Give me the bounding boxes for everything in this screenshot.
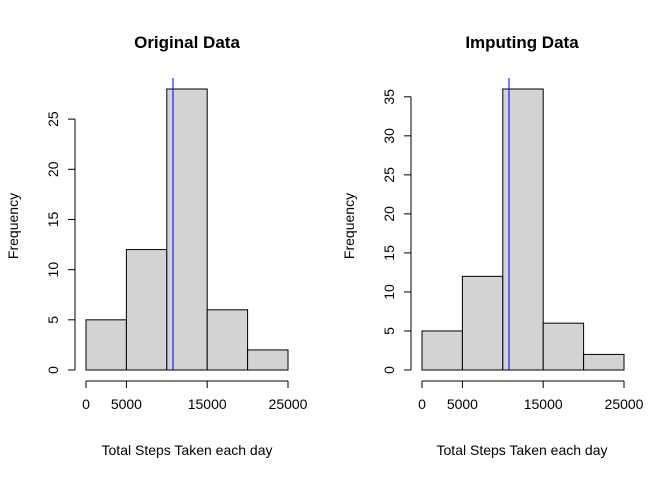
histogram-panel-imputing: Imputing Data Total Steps Taken each day… <box>341 33 644 458</box>
chart-title: Imputing Data <box>465 33 579 52</box>
x-axis-label: Total Steps Taken each day <box>437 442 608 458</box>
x-tick-label: 15000 <box>188 396 227 412</box>
x-tick-label: 5000 <box>447 396 478 412</box>
y-tick-label: 15 <box>45 211 61 227</box>
y-tick-label: 20 <box>45 161 61 177</box>
y-axis-label: Frequency <box>5 193 21 259</box>
histogram-bar <box>502 88 544 371</box>
y-tick-label: 15 <box>381 245 397 261</box>
histogram-bar <box>461 275 504 371</box>
y-tick-label: 0 <box>45 366 61 374</box>
y-tick-label: 10 <box>381 284 397 300</box>
x-tick-label: 15000 <box>524 396 563 412</box>
histogram-bar <box>206 309 249 371</box>
y-tick-label: 5 <box>381 327 397 335</box>
x-tick-label: 25000 <box>269 396 308 412</box>
x-tick-label: 0 <box>82 396 90 412</box>
y-tick-label: 30 <box>381 128 397 144</box>
y-tick-label: 5 <box>45 316 61 324</box>
histogram-bar <box>166 88 208 371</box>
x-tick-label: 0 <box>418 396 426 412</box>
y-axis-label: Frequency <box>341 193 357 259</box>
histogram-bar <box>421 330 463 371</box>
y-tick-label: 25 <box>45 111 61 127</box>
y-tick-label: 0 <box>381 366 397 374</box>
y-tick-label: 25 <box>381 167 397 183</box>
histogram-bar <box>125 249 168 371</box>
histogram-panel-original: Original Data Total Steps Taken each day… <box>5 33 308 458</box>
y-tick-label: 10 <box>45 262 61 278</box>
plot-area: 0 5000 15000 25000 0 5 10 15 20 25 <box>45 78 308 412</box>
histogram-bar <box>247 349 289 371</box>
chart-title: Original Data <box>134 33 240 52</box>
x-tick-label: 5000 <box>111 396 142 412</box>
x-axis-label: Total Steps Taken each day <box>102 442 273 458</box>
plot-area: 0 5000 15000 25000 0 5 10 15 20 25 30 35 <box>381 78 644 412</box>
x-tick-label: 25000 <box>605 396 644 412</box>
histogram-bar <box>85 319 127 371</box>
histogram-bar <box>542 322 585 371</box>
y-tick-label: 20 <box>381 206 397 222</box>
histogram-bar <box>583 353 625 371</box>
y-tick-label: 35 <box>381 89 397 105</box>
